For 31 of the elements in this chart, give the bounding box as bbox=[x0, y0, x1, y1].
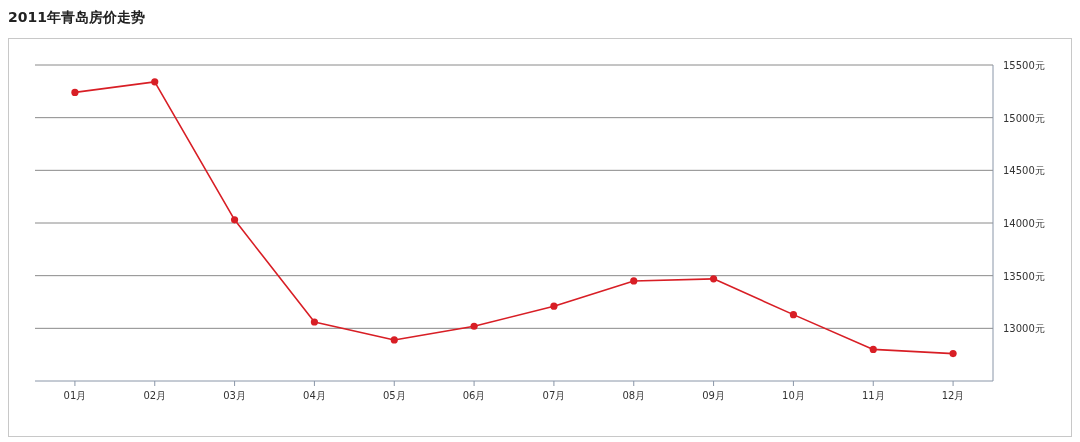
point bbox=[151, 78, 159, 86]
x-tick-label: 09月 bbox=[702, 390, 725, 401]
point bbox=[71, 88, 79, 96]
point bbox=[789, 311, 798, 319]
x-tick-label: 11月 bbox=[861, 390, 885, 401]
x-tick-label: 06月 bbox=[462, 390, 486, 401]
point bbox=[550, 302, 558, 310]
x-tick-label: 05月 bbox=[382, 390, 406, 401]
y-tick-label: 13000元 bbox=[1003, 323, 1045, 335]
x-tick-label: 03月 bbox=[223, 390, 246, 401]
x-tick-label: 07月 bbox=[542, 390, 566, 401]
x-tick-label: 02月 bbox=[143, 390, 167, 401]
x-tick-label: 01月 bbox=[63, 390, 87, 401]
y-tick-label: 14000元 bbox=[1003, 218, 1045, 229]
title: 2011年青岛房价走势 bbox=[8, 9, 145, 25]
point bbox=[949, 350, 957, 358]
y-tick-label: 14500元 bbox=[1003, 165, 1045, 177]
point bbox=[630, 277, 638, 285]
point bbox=[709, 275, 718, 283]
y-tick-label: 15000元 bbox=[1003, 112, 1045, 124]
y-tick-label: 15500元 bbox=[1003, 60, 1045, 71]
y-tick-label: 13500元 bbox=[1003, 270, 1045, 282]
point bbox=[310, 318, 319, 326]
point bbox=[230, 216, 239, 224]
point bbox=[869, 345, 877, 353]
x-tick-label: 08月 bbox=[622, 390, 646, 401]
point bbox=[390, 336, 398, 344]
x-tick-label: 12月 bbox=[941, 390, 965, 401]
x-tick-label: 04月 bbox=[303, 390, 326, 401]
x-tick-label: 10月 bbox=[782, 390, 805, 401]
point bbox=[470, 322, 478, 330]
